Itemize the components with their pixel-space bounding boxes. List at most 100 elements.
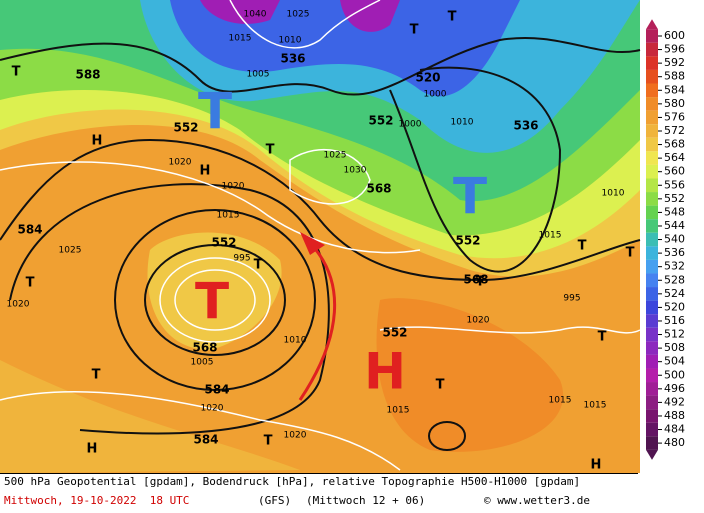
- isobar-label: 1020: [201, 404, 224, 414]
- color-swatch: [646, 314, 658, 328]
- small-center: T: [254, 258, 263, 273]
- colorbar-label: 560: [664, 165, 685, 178]
- isobar: [0, 161, 421, 254]
- small-center: H: [92, 134, 103, 149]
- contour: [9, 183, 330, 435]
- colorbar-label: 572: [664, 124, 685, 137]
- contour-label: 568: [463, 273, 488, 287]
- color-swatch: [646, 151, 658, 165]
- contour-label: 552: [382, 326, 407, 340]
- isobar-label: 1030: [344, 166, 367, 176]
- colorbar-label: 600: [664, 29, 685, 42]
- small-center: T: [410, 23, 419, 38]
- color-swatch: [646, 327, 658, 342]
- color-swatch: [646, 69, 658, 84]
- color-swatch: [646, 205, 658, 220]
- small-center: T: [266, 143, 275, 158]
- contour-label: 584: [17, 223, 42, 237]
- isobar-label: 1015: [217, 211, 240, 221]
- footer-run: (Mittwoch 12 + 06): [306, 494, 426, 507]
- contour: [0, 138, 641, 282]
- isobar-label: 995: [233, 254, 250, 264]
- colorbar-label: 496: [664, 382, 685, 395]
- colorbar-label: 548: [664, 205, 685, 218]
- small-center: T: [264, 434, 273, 449]
- contour-label: 520: [415, 71, 440, 85]
- colorbar-label: 484: [664, 423, 685, 436]
- small-center: T: [448, 10, 457, 25]
- pressure-center: T: [198, 83, 232, 141]
- colorbar-label: 528: [664, 273, 685, 286]
- small-center: H: [200, 164, 211, 179]
- isobar-label: 1015: [387, 406, 410, 416]
- color-swatch: [646, 287, 658, 301]
- colorbar-label: 520: [664, 300, 685, 313]
- pressure-center: H: [364, 343, 406, 401]
- isobar-label: 1025: [287, 10, 310, 20]
- small-center: T: [26, 276, 35, 291]
- isobar-label: 1015: [584, 401, 607, 411]
- isobar-label: 1010: [602, 189, 625, 199]
- isobar-label: 1025: [324, 151, 347, 161]
- colorbar-label: 540: [664, 233, 685, 246]
- arrow-head: [300, 232, 325, 255]
- colorbar-label: 552: [664, 192, 685, 205]
- small-center: T: [436, 378, 445, 393]
- colorbar-cap: [646, 19, 658, 30]
- contour: [0, 36, 641, 96]
- contour-label: 536: [280, 52, 305, 66]
- colorbar-label: 576: [664, 110, 685, 123]
- colorbar-label: 588: [664, 70, 685, 83]
- colorbar-cap: [646, 449, 658, 460]
- isobar-label: 1000: [399, 120, 422, 130]
- contour-label: 584: [193, 433, 218, 447]
- colorbar-label: 480: [664, 436, 685, 449]
- colorbar-label: 504: [664, 355, 685, 368]
- colorbar-label: 536: [664, 246, 685, 259]
- colorbar-label: 592: [664, 56, 685, 69]
- contour-label: 588: [75, 68, 100, 82]
- color-swatch: [646, 29, 658, 43]
- colorbar-label: 584: [664, 83, 685, 96]
- color-swatch: [646, 137, 658, 152]
- small-center: T: [12, 65, 21, 80]
- colorbar-label: 544: [664, 219, 685, 232]
- isobar-label: 1010: [451, 118, 474, 128]
- map: T T T H 588 552 536 520 552 568 552 568 584 552 568 584…: [0, 0, 641, 473]
- small-center: T: [476, 275, 485, 290]
- pressure-center: T: [195, 273, 229, 331]
- isobar-label: 1015: [539, 231, 562, 241]
- isobar-label: 995: [563, 294, 580, 304]
- colorbar-label: 488: [664, 409, 685, 422]
- isobar-label: 1020: [222, 182, 245, 192]
- band: [147, 232, 282, 350]
- isobar-label: 1020: [169, 158, 192, 168]
- flow-arrow: [298, 236, 337, 401]
- color-swatch: [646, 246, 658, 260]
- contour-label: 552: [368, 114, 393, 128]
- colorbar: 6005965925885845805765725685645605565525…: [646, 19, 685, 460]
- isobar-label: 1000: [424, 90, 447, 100]
- small-center: T: [598, 330, 607, 345]
- contour: [114, 209, 316, 391]
- isobar-label: 1025: [59, 246, 82, 256]
- color-swatch: [646, 110, 658, 125]
- color-swatch: [646, 354, 658, 369]
- band: [200, 0, 400, 32]
- isobar-label: 1005: [247, 70, 270, 80]
- isobar: [289, 148, 371, 205]
- small-center: H: [87, 442, 98, 457]
- isobar-label: 1010: [279, 36, 302, 46]
- footer-credit: © www.wetter3.de: [484, 494, 590, 507]
- color-swatch: [646, 97, 658, 111]
- colorbar-label: 516: [664, 314, 685, 327]
- isobar-label: 1005: [191, 358, 214, 368]
- isobar: [379, 326, 641, 334]
- isobar: [229, 0, 381, 49]
- isobar-label: 1020: [7, 300, 30, 310]
- isobar-label: 1040: [244, 10, 267, 20]
- pressure-center: T: [453, 168, 487, 226]
- color-swatch: [646, 124, 658, 138]
- colorbar-label: 524: [664, 287, 685, 300]
- color-swatch: [646, 409, 658, 423]
